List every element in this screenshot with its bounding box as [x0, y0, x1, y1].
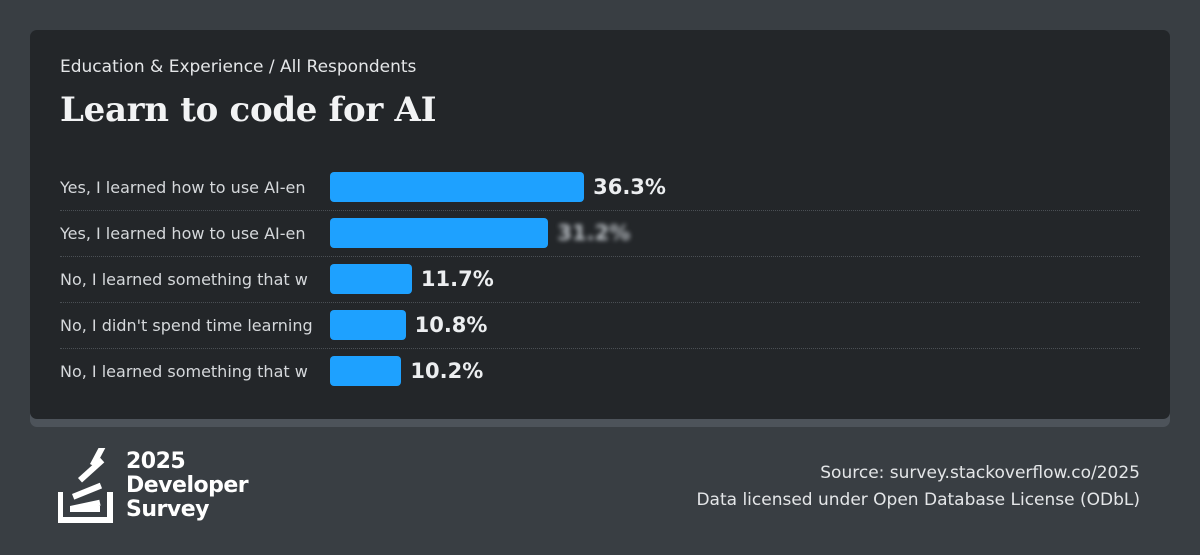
bar-row: Yes, I learned how to use AI-en 31.2% — [60, 210, 1140, 256]
bar-row: No, I learned something that w 10.2% — [60, 348, 1140, 394]
bar-category-label: Yes, I learned how to use AI-en — [60, 224, 306, 243]
bar — [330, 218, 549, 248]
bar-value-label: 10.8% — [414, 313, 488, 337]
bar — [330, 310, 406, 340]
brand-survey: Survey — [126, 497, 209, 522]
bar — [330, 264, 412, 294]
bar — [330, 172, 585, 202]
chart-title: Learn to code for AI — [60, 90, 437, 130]
license-note: Data licensed under Open Database Licens… — [696, 490, 1140, 510]
survey-brand: 2025 Developer Survey — [126, 449, 249, 522]
bar-row: Yes, I learned how to use AI-en 36.3% — [60, 165, 1140, 210]
bar-category-label: Yes, I learned how to use AI-en — [60, 178, 306, 197]
bar-row: No, I learned something that w 11.7% — [60, 256, 1140, 302]
bar-chart: Yes, I learned how to use AI-en 36.3% Yes,… — [60, 165, 1140, 394]
source-link[interactable]: Source: survey.stackoverflow.co/2025 — [820, 463, 1140, 483]
chart-card: Education & Experience / All Respondents… — [30, 30, 1170, 419]
brand-year: 2025 — [126, 449, 186, 474]
bar-value-label: 36.3% — [593, 175, 666, 199]
stack-overflow-logo-icon — [58, 448, 113, 523]
bar — [330, 356, 402, 386]
bar-category-label: No, I didn't spend time learning — [60, 316, 313, 335]
bar-value-label: 10.2% — [410, 359, 484, 383]
bar-row: No, I didn't spend time learning 10.8% — [60, 302, 1140, 348]
bar-category-label: No, I learned something that w — [60, 270, 308, 289]
bar-category-label: No, I learned something that w — [60, 362, 308, 381]
bar-value-label: 11.7% — [420, 267, 494, 291]
brand-developer: Developer — [126, 473, 249, 498]
source-note: Source: survey.stackoverflow.co/2025 Dat… — [696, 460, 1140, 514]
bar-value-label: 31.2% — [557, 221, 631, 245]
breadcrumb: Education & Experience / All Respondents — [60, 57, 417, 77]
